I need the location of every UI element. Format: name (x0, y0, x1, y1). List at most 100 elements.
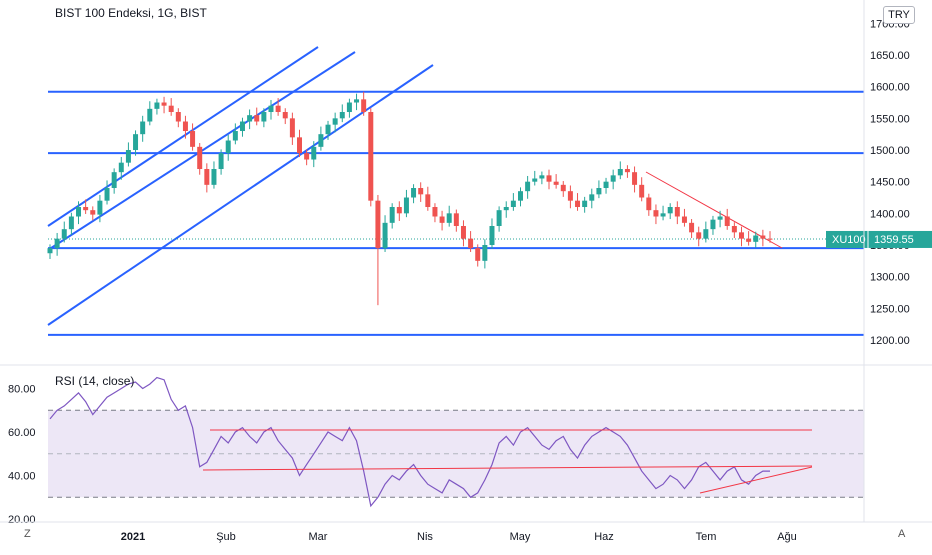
candle-body (111, 172, 117, 189)
candle-body (61, 229, 67, 239)
channel-line-0 (47, 46, 319, 227)
candle-body (118, 162, 124, 173)
candle (275, 98, 281, 116)
candle (760, 229, 766, 247)
candle-body (738, 232, 744, 239)
candle (111, 168, 117, 194)
autoscale-button[interactable]: A (898, 528, 906, 540)
candle-body (175, 112, 181, 122)
candle-body (432, 207, 438, 217)
candle (453, 209, 459, 232)
candle-body (496, 210, 502, 227)
time-tick-label: Nis (417, 531, 433, 543)
candle (724, 208, 730, 230)
candle-body (525, 181, 531, 192)
candle-body (518, 191, 523, 201)
candle (133, 130, 139, 156)
candle (617, 161, 623, 180)
candle (282, 108, 288, 125)
timezone-button[interactable]: Z (24, 528, 31, 540)
candle-body (553, 181, 559, 185)
candle (674, 201, 680, 225)
candle-body (368, 112, 374, 201)
candle (118, 156, 124, 180)
candle (197, 143, 203, 175)
candle (304, 149, 310, 166)
candle (168, 98, 174, 116)
candle (346, 98, 352, 118)
time-tick-label: Tem (696, 531, 717, 543)
candle-body (54, 238, 60, 249)
price-tick-label: 1250.00 (870, 303, 910, 315)
candle-body (418, 188, 424, 195)
candle-body (596, 188, 602, 195)
candle-body (460, 226, 466, 239)
candle (175, 108, 181, 128)
candle (61, 221, 67, 243)
candle (232, 123, 238, 145)
candle (147, 101, 153, 126)
current-price-badge: XU100 1359.55 (826, 230, 932, 248)
rsi-tick-label: 40.00 (8, 471, 36, 483)
candle (482, 239, 488, 269)
price-tick-label: 1400.00 (870, 208, 910, 220)
candle-body (403, 197, 409, 214)
candle (375, 194, 381, 306)
candle (689, 219, 695, 239)
candle-body (76, 207, 82, 217)
candle-body (575, 200, 581, 208)
candle (182, 115, 188, 139)
candle (696, 226, 702, 247)
rsi-rising-line (699, 466, 813, 494)
horizontal-levels (48, 90, 864, 336)
rsi-line (49, 376, 770, 508)
currency-button[interactable]: TRY (883, 6, 915, 24)
candle-body (197, 146, 203, 170)
candle (289, 112, 295, 145)
price-tick-label: 1200.00 (870, 335, 910, 347)
candle (575, 193, 581, 211)
candle (746, 231, 752, 246)
candle-body (667, 207, 673, 214)
candle (204, 163, 210, 193)
candle-body (475, 248, 481, 261)
candle (460, 220, 466, 247)
candle-body (346, 102, 352, 113)
candle (496, 206, 502, 232)
candle (525, 175, 531, 199)
candle (190, 123, 196, 151)
candle (411, 184, 417, 204)
candle (354, 93, 360, 111)
descending-trendline (645, 171, 783, 249)
candle-body (90, 210, 96, 215)
candle-body (239, 121, 245, 132)
candle-body (147, 108, 153, 122)
candle-body (133, 134, 139, 151)
candle (332, 112, 338, 133)
candle (632, 166, 638, 193)
rsi-pane: 20.00 40.00 60.00 80.00 (8, 376, 864, 526)
candle (610, 169, 616, 190)
time-axis: 2021 Şub Mar Nis May Haz Tem Ağu (121, 531, 797, 543)
candle (318, 126, 324, 151)
rsi-tick-label: 60.00 (8, 427, 36, 439)
candle (738, 226, 744, 247)
candle-body (125, 150, 131, 163)
candle (47, 244, 53, 259)
candle (624, 165, 630, 178)
candle (161, 96, 167, 114)
candle (667, 203, 673, 220)
candle-body (696, 232, 702, 239)
candle-body (546, 175, 552, 182)
rsi-support-line (202, 465, 813, 471)
candle (603, 177, 609, 194)
candle-body (724, 216, 730, 227)
rsi-tick-label: 80.00 (8, 384, 36, 396)
candle-body (247, 115, 253, 122)
candle-body (161, 102, 167, 106)
price-tick-label: 1650.00 (870, 50, 910, 62)
candle-body (660, 213, 666, 217)
candle (767, 231, 773, 243)
